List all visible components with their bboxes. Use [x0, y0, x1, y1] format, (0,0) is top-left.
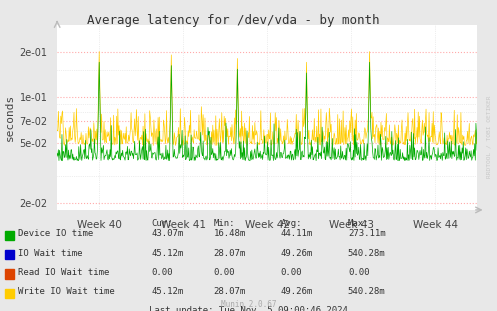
Text: Cur:: Cur: — [152, 219, 173, 228]
Text: Avg:: Avg: — [281, 219, 302, 228]
Text: 28.07m: 28.07m — [214, 249, 246, 258]
Text: Max:: Max: — [348, 219, 369, 228]
Text: 540.28m: 540.28m — [348, 287, 386, 296]
Text: 45.12m: 45.12m — [152, 287, 184, 296]
Text: Read IO Wait time: Read IO Wait time — [18, 268, 109, 277]
Text: Average latency for /dev/vda - by month: Average latency for /dev/vda - by month — [87, 14, 380, 27]
Text: 0.00: 0.00 — [348, 268, 369, 277]
Text: 28.07m: 28.07m — [214, 287, 246, 296]
Text: Min:: Min: — [214, 219, 235, 228]
Text: 540.28m: 540.28m — [348, 249, 386, 258]
Text: 45.12m: 45.12m — [152, 249, 184, 258]
Text: 44.11m: 44.11m — [281, 230, 313, 238]
Text: Device IO time: Device IO time — [18, 230, 93, 238]
Text: 0.00: 0.00 — [281, 268, 302, 277]
Text: RRDTOOL / TOBI OETIKER: RRDTOOL / TOBI OETIKER — [486, 95, 491, 178]
Text: 49.26m: 49.26m — [281, 287, 313, 296]
Text: 43.07m: 43.07m — [152, 230, 184, 238]
Text: Munin 2.0.67: Munin 2.0.67 — [221, 300, 276, 309]
Text: 273.11m: 273.11m — [348, 230, 386, 238]
Text: IO Wait time: IO Wait time — [18, 249, 83, 258]
Text: 0.00: 0.00 — [152, 268, 173, 277]
Text: Last update: Tue Nov  5 09:00:46 2024: Last update: Tue Nov 5 09:00:46 2024 — [149, 306, 348, 311]
Text: 49.26m: 49.26m — [281, 249, 313, 258]
Text: Write IO Wait time: Write IO Wait time — [18, 287, 115, 296]
Text: 16.48m: 16.48m — [214, 230, 246, 238]
Text: 0.00: 0.00 — [214, 268, 235, 277]
Y-axis label: seconds: seconds — [5, 94, 15, 141]
